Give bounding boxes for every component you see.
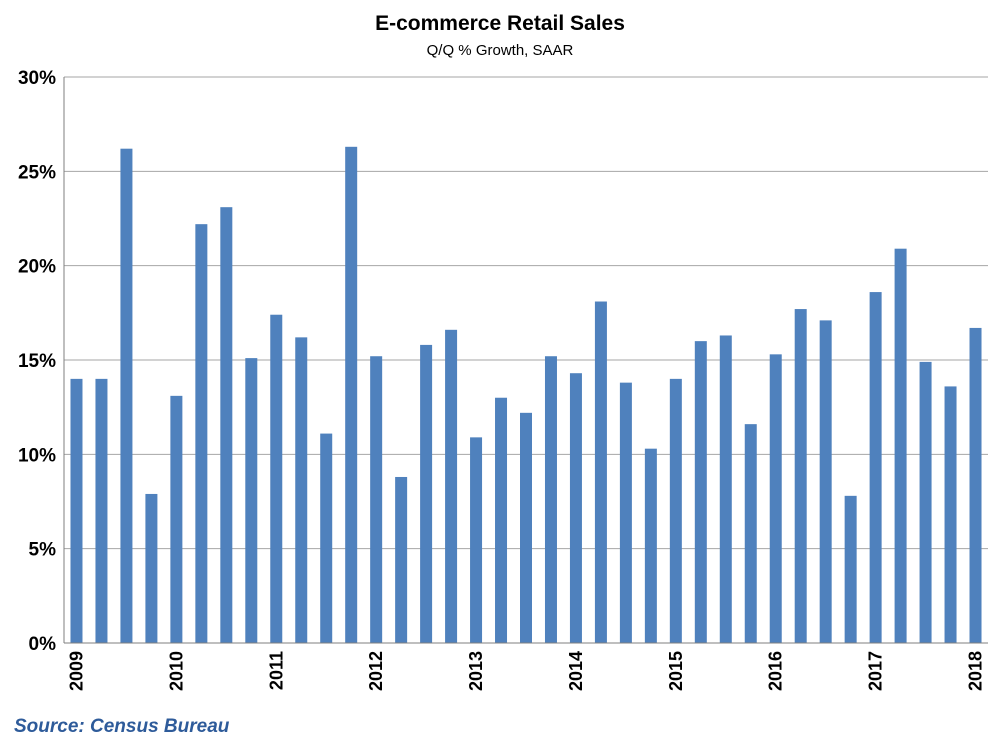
bar [794,309,807,643]
bar [170,395,183,643]
y-tick-label: 25% [18,162,56,183]
bar [819,320,832,643]
bars [70,146,982,644]
x-tick-label: 2015 [666,651,686,691]
bar [445,329,458,643]
bar [919,361,932,643]
x-tick-label: 2016 [766,651,786,691]
y-tick-label: 5% [29,540,57,561]
x-tick-label: 2010 [166,651,186,691]
bar [520,412,532,643]
bar [969,327,982,643]
bar [395,476,408,643]
y-tick-labels: 0% 5% 10% 15% 20% 25% 30% [18,68,56,655]
bar [345,146,358,643]
bar [719,335,732,643]
y-tick-label: 30% [18,68,56,89]
bar [70,378,83,643]
bar [295,337,308,643]
bar [694,341,707,643]
bar [270,314,283,643]
x-tick-label: 2009 [66,651,86,691]
y-tick-label: 15% [18,351,56,372]
bar [594,301,607,643]
bar [120,148,133,643]
chart-subtitle: Q/Q % Growth, SAAR [426,42,574,59]
y-tick-label: 10% [18,445,56,466]
bar [195,224,208,643]
source-note: Source: Census Bureau [14,716,230,737]
x-tick-label: 2018 [966,651,986,691]
bar [744,424,757,643]
bar [220,207,233,643]
x-tick-label: 2017 [866,651,886,691]
bar [370,356,383,643]
y-tick-label: 20% [18,257,56,278]
bar [320,433,333,643]
bar [769,354,782,643]
bar [619,382,632,643]
bar [844,495,857,643]
x-tick-label: 2011 [266,651,286,690]
bar [669,378,682,643]
chart-title: E-commerce Retail Sales [375,12,625,35]
bar [470,437,483,643]
x-tick-labels: 2009 2010 2011 2012 2013 2014 2015 2016 2017 2018 [66,651,985,691]
x-tick-label: 2014 [566,651,586,691]
axes [63,77,988,644]
bar [894,248,907,644]
x-tick-label: 2013 [466,651,486,691]
bar [644,448,657,643]
bar [544,356,557,643]
bar [944,386,957,643]
x-tick-label: 2012 [366,651,386,691]
bar [245,358,258,643]
bar [495,397,508,643]
bar [869,292,882,643]
y-tick-label: 0% [29,634,57,655]
bar [145,493,158,643]
bar [95,378,108,643]
bar [569,373,582,643]
bar [420,344,433,643]
